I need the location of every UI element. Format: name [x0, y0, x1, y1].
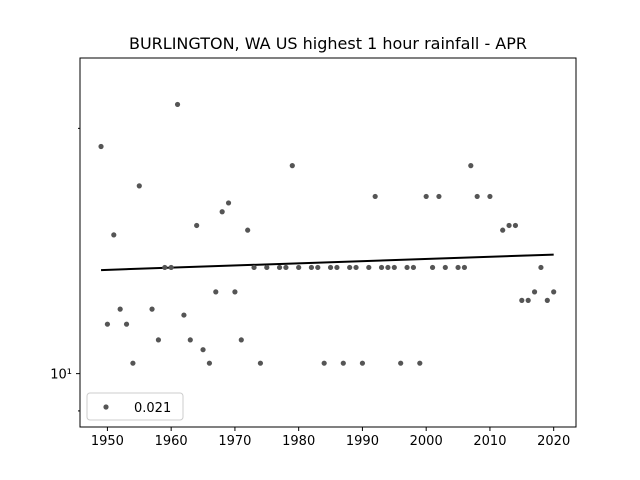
- data-point: [500, 227, 506, 233]
- data-point: [525, 297, 531, 303]
- data-point: [206, 360, 213, 366]
- data-point: [296, 264, 302, 271]
- x-tick-label: 1960: [155, 434, 188, 449]
- data-point: [506, 222, 512, 229]
- data-point: [455, 264, 461, 271]
- data-point: [200, 347, 206, 353]
- data-point: [417, 360, 423, 366]
- data-point: [308, 264, 315, 271]
- data-point: [257, 360, 264, 366]
- x-tick-label: 1990: [346, 434, 379, 449]
- data-point: [544, 297, 550, 303]
- data-point: [347, 264, 353, 271]
- data-point: [130, 360, 136, 366]
- data-point: [219, 209, 225, 215]
- data-point: [162, 264, 168, 271]
- data-point: [442, 264, 448, 271]
- data-point: [334, 264, 340, 271]
- data-point: [289, 163, 295, 169]
- data-point: [187, 337, 193, 343]
- data-point: [168, 264, 174, 271]
- data-point: [487, 193, 493, 200]
- data-point: [149, 306, 155, 312]
- data-point: [232, 289, 238, 295]
- plot-area: [79, 57, 577, 428]
- data-point: [372, 193, 378, 200]
- y-axis: 10¹: [50, 127, 80, 412]
- data-point: [385, 264, 391, 271]
- data-point: [340, 360, 346, 366]
- x-tick-label: 2010: [473, 434, 506, 449]
- data-point: [531, 289, 538, 295]
- data-point: [551, 289, 557, 295]
- data-point: [136, 183, 142, 189]
- data-point: [225, 200, 232, 206]
- data-point: [104, 321, 111, 327]
- data-point: [468, 163, 474, 169]
- data-point: [519, 297, 525, 303]
- legend-label: 0.021: [134, 401, 171, 416]
- data-point: [538, 264, 544, 271]
- data-point: [353, 264, 359, 271]
- x-tick-label: 1970: [218, 434, 251, 449]
- data-point: [264, 264, 270, 271]
- x-tick-label: 2000: [410, 434, 443, 449]
- data-point: [378, 264, 385, 271]
- data-point: [174, 101, 181, 108]
- trend-line: [101, 253, 554, 272]
- data-point: [512, 222, 519, 229]
- legend-box: [86, 392, 184, 421]
- data-point: [98, 143, 104, 150]
- legend-marker: [103, 404, 109, 410]
- trend-line-group: [101, 253, 554, 272]
- data-point: [315, 264, 321, 271]
- scatter-points: [98, 101, 557, 366]
- x-axis: 1950 1960 1970 1980 1990 2000 2010 2020: [91, 427, 570, 449]
- data-point: [410, 264, 417, 271]
- data-point: [436, 193, 442, 200]
- data-point: [117, 306, 123, 312]
- y-tick-label: 10¹: [50, 368, 72, 383]
- data-point: [251, 264, 257, 271]
- x-tick-label: 2020: [537, 434, 570, 449]
- chart-title: BURLINGTON, WA US highest 1 hour rainfal…: [129, 34, 527, 53]
- data-point: [366, 264, 372, 271]
- data-point: [283, 264, 289, 271]
- data-point: [181, 312, 187, 318]
- data-point: [245, 227, 251, 233]
- data-point: [429, 264, 436, 271]
- data-point: [276, 264, 283, 271]
- data-point: [238, 337, 244, 343]
- data-point: [321, 360, 327, 366]
- x-tick-label: 1950: [91, 434, 124, 449]
- data-point: [155, 337, 162, 343]
- data-point: [359, 360, 366, 366]
- data-point: [111, 232, 117, 238]
- legend: 0.021: [86, 392, 184, 421]
- x-tick-label: 1980: [282, 434, 315, 449]
- data-point: [327, 264, 334, 271]
- data-point: [461, 264, 468, 271]
- data-point: [474, 193, 480, 200]
- data-point: [423, 193, 429, 200]
- data-point: [194, 222, 200, 229]
- data-point: [391, 264, 397, 271]
- data-point: [404, 264, 410, 271]
- data-point: [398, 360, 404, 366]
- data-point: [213, 289, 219, 295]
- data-point: [123, 321, 130, 327]
